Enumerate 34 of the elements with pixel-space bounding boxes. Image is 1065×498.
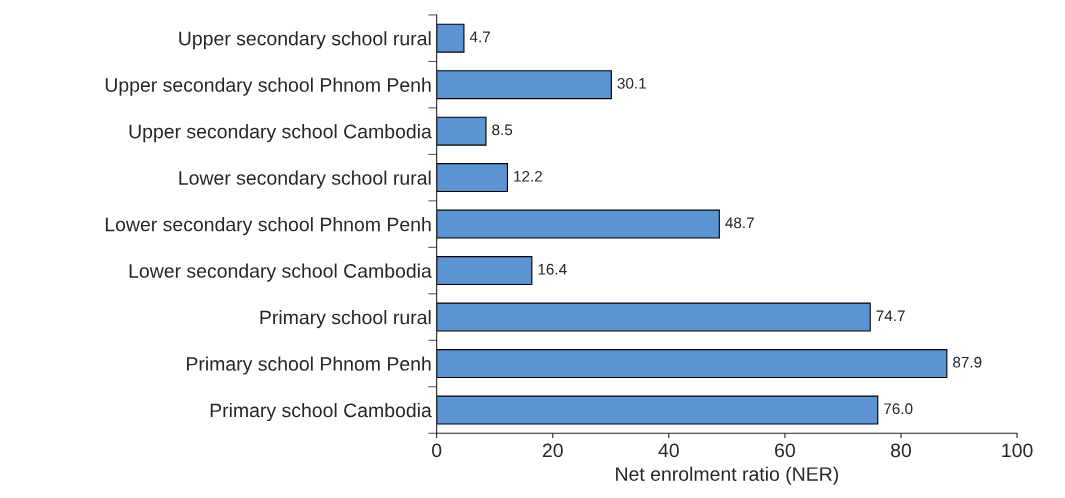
y-tick-label: Lower secondary school Cambodia (129, 263, 432, 282)
data-label: 74.7 (876, 310, 905, 322)
x-tick-label: 60 (775, 443, 795, 458)
data-label: 48.7 (725, 217, 754, 229)
data-label: 30.1 (617, 77, 646, 89)
x-tick-label: 80 (891, 443, 912, 458)
y-tick-label: Lower secondary school Phnom Penh (105, 217, 431, 236)
y-tick-label: Primary school rural (260, 310, 431, 329)
data-label: 4.7 (469, 31, 490, 43)
bar (436, 256, 533, 286)
y-tick-label: Lower secondary school rural (179, 170, 431, 189)
bar (436, 116, 487, 146)
bar (436, 349, 948, 379)
y-tick-label: Upper secondary school rural (179, 31, 431, 50)
y-tick-label: Primary school Cambodia (210, 402, 432, 422)
bar (436, 302, 871, 332)
bar (436, 23, 465, 53)
bar (436, 395, 879, 425)
x-tick-label: 100 (1002, 443, 1033, 458)
x-tick-label: 0 (432, 443, 442, 458)
bar (436, 163, 509, 193)
x-tick-label: 20 (542, 443, 563, 458)
data-label: 8.5 (492, 124, 513, 136)
data-label: 12.2 (514, 170, 542, 182)
data-label: 76.0 (884, 403, 913, 415)
y-tick-label: Upper secondary school Phnom Penh (105, 77, 431, 96)
data-label: 87.9 (953, 356, 982, 368)
y-tick-label: Primary school Phnom Penh (186, 356, 431, 375)
x-tick-label: 40 (658, 443, 679, 458)
data-label: 16.4 (538, 263, 567, 275)
bar (436, 70, 612, 100)
y-tick-label: Upper secondary school Cambodia (129, 124, 432, 143)
x-axis-title: Net enrolment ratio (NER) (616, 466, 839, 485)
bar (436, 209, 720, 239)
